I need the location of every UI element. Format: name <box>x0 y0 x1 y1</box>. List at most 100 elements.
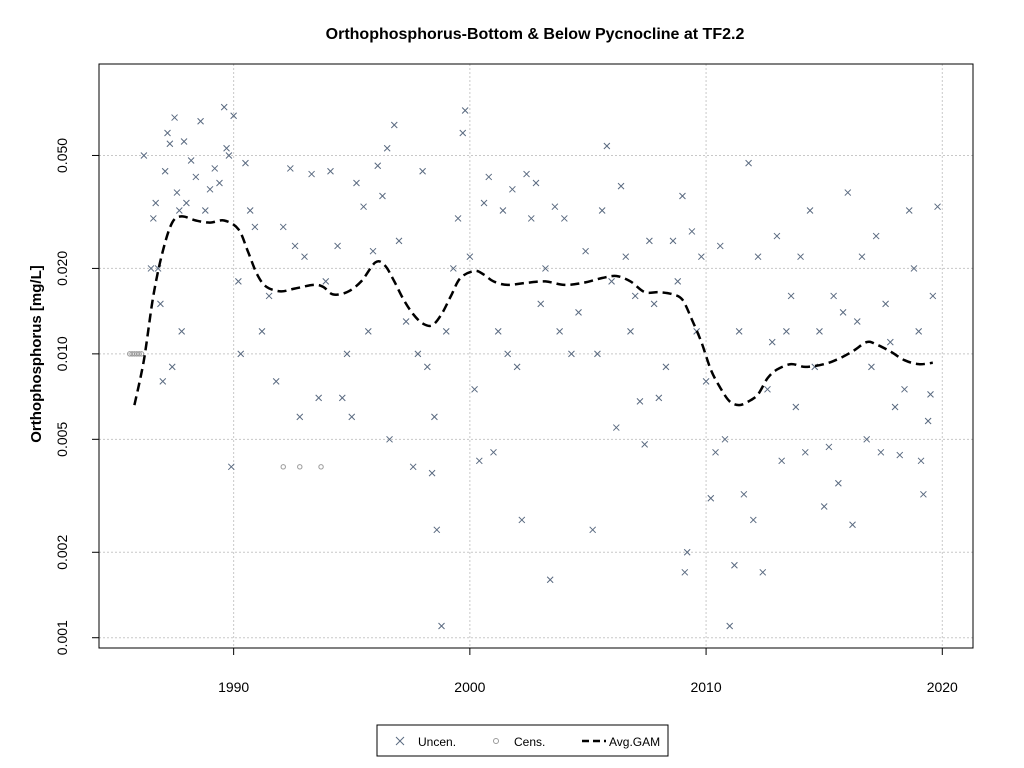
uncen-point <box>927 391 934 398</box>
uncen-point <box>327 167 334 175</box>
uncen-point <box>166 140 174 148</box>
uncen-point <box>220 103 228 111</box>
uncen-point-stroke <box>419 167 426 175</box>
uncen-point-stroke <box>291 242 299 250</box>
grid-lines <box>99 64 973 648</box>
uncen-point-stroke <box>594 350 601 358</box>
uncen-point-stroke <box>674 278 682 285</box>
uncen-point-stroke <box>159 378 167 385</box>
uncen-point-stroke <box>383 144 391 152</box>
uncen-point <box>853 318 861 325</box>
uncen-point-stroke <box>825 443 833 451</box>
uncen-point <box>225 152 233 159</box>
uncen-point <box>655 394 663 402</box>
uncen-point <box>542 265 549 272</box>
uncen-point-stroke <box>475 457 483 465</box>
uncen-point <box>773 232 781 240</box>
uncen-point-stroke <box>575 309 582 316</box>
uncen-point-stroke <box>641 440 649 448</box>
uncen-point <box>612 424 620 431</box>
uncen-point-stroke <box>168 363 176 371</box>
uncen-point-stroke <box>858 253 866 261</box>
uncen-point-stroke <box>546 576 554 584</box>
uncen-point <box>820 503 828 510</box>
uncen-point-stroke <box>646 237 653 245</box>
uncen-point <box>669 237 677 245</box>
uncen-point <box>419 167 426 175</box>
uncen-point <box>461 107 469 114</box>
uncen-point-stroke <box>272 378 280 385</box>
uncen-point <box>211 165 219 172</box>
uncen-point-stroke <box>716 242 724 250</box>
uncen-point-stroke <box>369 247 377 255</box>
gam-line <box>133 215 933 407</box>
uncen-point-stroke <box>863 435 871 443</box>
uncen-point-stroke <box>175 207 183 214</box>
uncen-point <box>825 443 833 451</box>
uncen-point <box>835 479 842 487</box>
uncen-point-stroke <box>598 207 606 214</box>
gam-line-layer <box>133 215 933 407</box>
uncen-point-stroke <box>395 237 403 245</box>
uncen-point <box>681 568 689 576</box>
uncen-point <box>631 292 639 300</box>
y-tick-label: 0.001 <box>54 620 70 655</box>
uncen-point-stroke <box>322 278 330 285</box>
x-tick-label: 2000 <box>454 679 485 695</box>
uncen-point <box>801 448 809 456</box>
uncen-point-stroke <box>518 516 526 524</box>
uncen-point-stroke <box>428 469 436 477</box>
y-tick-label: 0.002 <box>54 535 70 570</box>
uncen-point-stroke <box>920 490 927 498</box>
uncen-point-stroke <box>485 173 493 181</box>
uncen-point-stroke <box>896 451 904 459</box>
uncen-point-stroke <box>551 203 559 211</box>
uncen-point-stroke <box>778 457 786 465</box>
uncen-point <box>286 165 294 172</box>
uncen-point-stroke <box>905 207 913 214</box>
uncen-point <box>265 292 273 300</box>
uncen-point-stroke <box>816 328 823 335</box>
uncen-point <box>712 448 719 456</box>
uncen-point-stroke <box>402 318 410 325</box>
uncen-point <box>783 328 790 335</box>
uncen-point-stroke <box>688 228 696 235</box>
uncen-point <box>891 403 899 411</box>
uncen-point-stroke <box>192 173 200 181</box>
uncen-point <box>383 144 391 152</box>
uncen-point <box>872 232 880 240</box>
uncen-point-stroke <box>423 363 431 371</box>
uncen-point <box>353 179 360 187</box>
uncen-point-stroke <box>910 265 918 272</box>
uncen-point-stroke <box>211 165 219 172</box>
uncen-point <box>433 526 441 534</box>
uncen-point <box>308 170 315 178</box>
uncen-point-stroke <box>513 363 521 371</box>
uncen-point <box>735 328 743 335</box>
uncen-point <box>499 207 507 214</box>
uncen-point <box>475 457 483 465</box>
uncen-point <box>806 207 814 214</box>
uncen-point <box>849 521 856 529</box>
data-points <box>127 103 941 630</box>
y-axis: 0.001 0.002 0.005 0.010 0.020 0.050 <box>54 138 99 655</box>
uncen-point <box>485 173 493 181</box>
uncen-point-stroke <box>237 350 245 358</box>
uncen-point-stroke <box>792 403 800 411</box>
uncen-point-stroke <box>924 417 932 425</box>
uncen-point <box>374 162 382 170</box>
uncen-point-stroke <box>364 328 372 335</box>
uncen-point <box>641 440 649 448</box>
uncen-point-stroke <box>853 318 861 325</box>
uncen-point <box>178 328 186 335</box>
legend: Uncen. Cens. Avg.GAM <box>376 724 669 757</box>
uncen-point <box>251 223 259 231</box>
y-tick-label: 0.050 <box>54 138 70 173</box>
uncen-point <box>674 278 682 285</box>
uncen-point-stroke <box>343 350 351 358</box>
uncen-point-stroke <box>537 300 545 308</box>
uncen-point <box>608 278 615 285</box>
uncen-point <box>227 463 235 471</box>
uncen-point-stroke <box>542 265 549 272</box>
